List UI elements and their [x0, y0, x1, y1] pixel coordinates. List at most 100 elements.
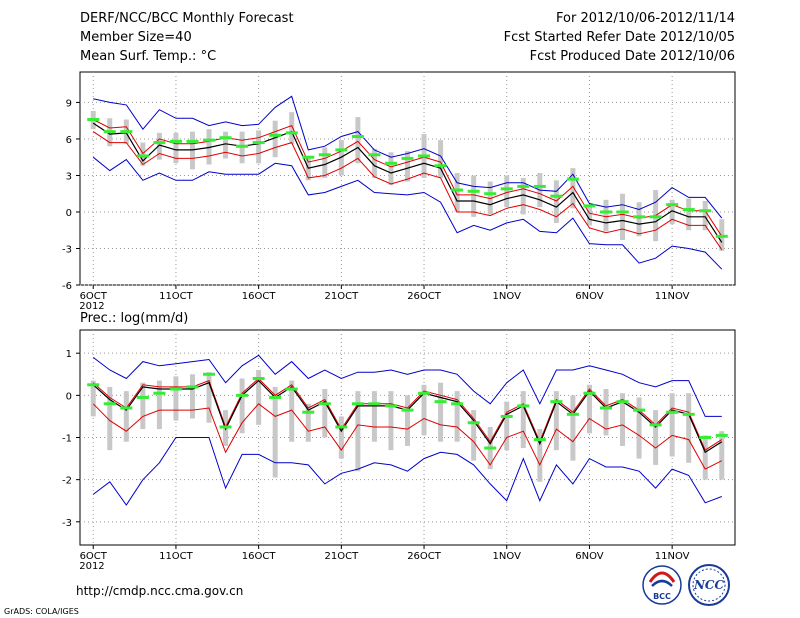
temp-median-marker — [583, 204, 596, 208]
temp-year-label: 2012 — [79, 301, 104, 312]
temp-spread-box — [189, 131, 195, 170]
temp-spread-box — [454, 173, 460, 212]
prec-spread-box — [438, 382, 444, 442]
prec-x-tick-label: 6NOV — [575, 551, 604, 562]
prec-spread-box — [289, 380, 295, 442]
prec-median-marker — [186, 385, 199, 389]
prec-median-marker — [401, 408, 414, 412]
grads-credit: GrADS: COLA/IGES — [4, 607, 79, 616]
ncc-logo: NCC — [688, 564, 730, 606]
prec-x-tick-label: 6OCT — [80, 551, 108, 562]
prec-median-marker — [120, 406, 133, 410]
temp-y-tick-label: 6 — [66, 135, 72, 146]
prec-x-tick-label: 16OCT — [242, 551, 277, 562]
prec-spread-box — [454, 391, 460, 442]
prec-median-marker — [153, 391, 166, 395]
prec-y-tick-label: -2 — [62, 476, 72, 487]
temp-spread-box — [471, 175, 477, 217]
prec-median-marker — [368, 402, 381, 406]
prec-spread-box — [421, 384, 427, 436]
prec-spread-box — [669, 393, 675, 457]
temp-median-marker — [649, 215, 662, 219]
prec-y-tick-label: 0 — [66, 391, 72, 402]
temp-median-marker — [87, 117, 100, 121]
temp-median-marker — [484, 192, 497, 196]
temp-lower-sigma-line — [92, 131, 723, 250]
prec-spread-box — [90, 380, 96, 417]
temp-x-tick-label: 26OCT — [407, 291, 442, 302]
prec-median-marker — [136, 395, 149, 399]
temp-spread-box — [553, 180, 559, 223]
temp-median-marker — [219, 136, 232, 140]
prec-median-marker — [236, 393, 249, 397]
temp-x-tick-label: 1NOV — [493, 291, 522, 302]
forecast-started-date: Fcst Started Refer Date 2012/10/05 — [504, 30, 735, 45]
temp-median-marker — [666, 203, 679, 207]
prec-y-tick-label: -1 — [62, 434, 72, 445]
prec-spread-box — [355, 391, 361, 472]
temp-spread-box — [570, 168, 576, 209]
prec-spread-box — [702, 435, 708, 480]
temp-median-marker — [103, 130, 116, 134]
prec-median-marker — [550, 400, 563, 404]
temperature-panel: 6OCT 11OCT 16OCT 21OCT 26OCT 1NOV 6NOV 11NOV 201… — [62, 71, 736, 312]
prec-x-tick-label: 11NOV — [655, 551, 690, 562]
prec-median-marker — [384, 404, 397, 408]
prec-spread-box — [537, 429, 543, 482]
prec-median-marker — [533, 438, 546, 442]
temp-median-marker — [401, 156, 414, 160]
temp-median-marker — [335, 148, 348, 152]
temp-spread-box — [388, 152, 394, 186]
temp-median-marker — [566, 177, 579, 181]
prec-spread-box — [206, 372, 212, 423]
prec-median-marker — [599, 406, 612, 410]
prec-spread-box — [156, 380, 162, 430]
prec-spread-box — [653, 410, 659, 465]
prec-median-marker — [269, 395, 282, 399]
prec-median-marker — [715, 433, 728, 437]
temp-x-tick-label: 11OCT — [159, 291, 194, 302]
temp-median-marker — [285, 131, 298, 135]
source-url[interactable]: http://cmdp.ncc.cma.gov.cn — [76, 584, 243, 598]
prec-median-marker — [434, 400, 447, 404]
temp-x-tick-label: 6NOV — [575, 291, 604, 302]
prec-spread-box — [686, 393, 692, 463]
temp-y-tick-label: -3 — [62, 244, 72, 255]
temp-median-marker — [633, 215, 646, 219]
prec-median-marker — [699, 436, 712, 439]
prec-max-line — [92, 354, 722, 417]
temp-spread-box — [223, 131, 229, 159]
bcc-logo-text: BCC — [653, 592, 671, 601]
temp-median-marker — [153, 141, 166, 145]
prec-min-line — [92, 437, 722, 506]
temp-spread-box — [371, 148, 377, 178]
temp-x-tick-label: 21OCT — [324, 291, 359, 302]
prec-spread-box — [620, 393, 626, 446]
temp-median-marker — [269, 133, 282, 137]
forecast-produced-date: Fcst Produced Date 2012/10/06 — [530, 49, 735, 64]
temp-plot-frame — [79, 71, 736, 286]
prec-median-marker — [451, 402, 464, 406]
prec-spread-box — [338, 416, 344, 459]
temp-spread-box — [669, 199, 675, 225]
prec-median-marker — [351, 402, 364, 406]
temp-median-marker — [351, 135, 364, 139]
prec-spread-box — [123, 391, 129, 442]
prec-spread-box — [256, 370, 262, 425]
prec-median-marker — [285, 387, 298, 391]
temp-y-tick-label: -6 — [62, 281, 72, 292]
temp-spread-box — [636, 202, 642, 237]
prec-x-tick-label: 1NOV — [493, 551, 522, 562]
prec-x-tick-label: 11OCT — [159, 551, 194, 562]
temp-median-marker — [203, 138, 216, 142]
temp-spread-box — [355, 117, 361, 164]
temp-panel-title: Mean Surf. Temp.: °C — [80, 49, 216, 64]
prec-spread-box — [173, 376, 179, 421]
temp-median-marker — [467, 189, 480, 193]
prec-spread-box — [586, 384, 592, 434]
temp-y-tick-label: 0 — [66, 208, 72, 219]
prec-spread-box — [140, 382, 146, 430]
figure-title: DERF/NCC/BCC Monthly Forecast — [80, 11, 294, 26]
temp-median-marker — [318, 153, 331, 157]
prec-spread-box — [471, 410, 477, 461]
